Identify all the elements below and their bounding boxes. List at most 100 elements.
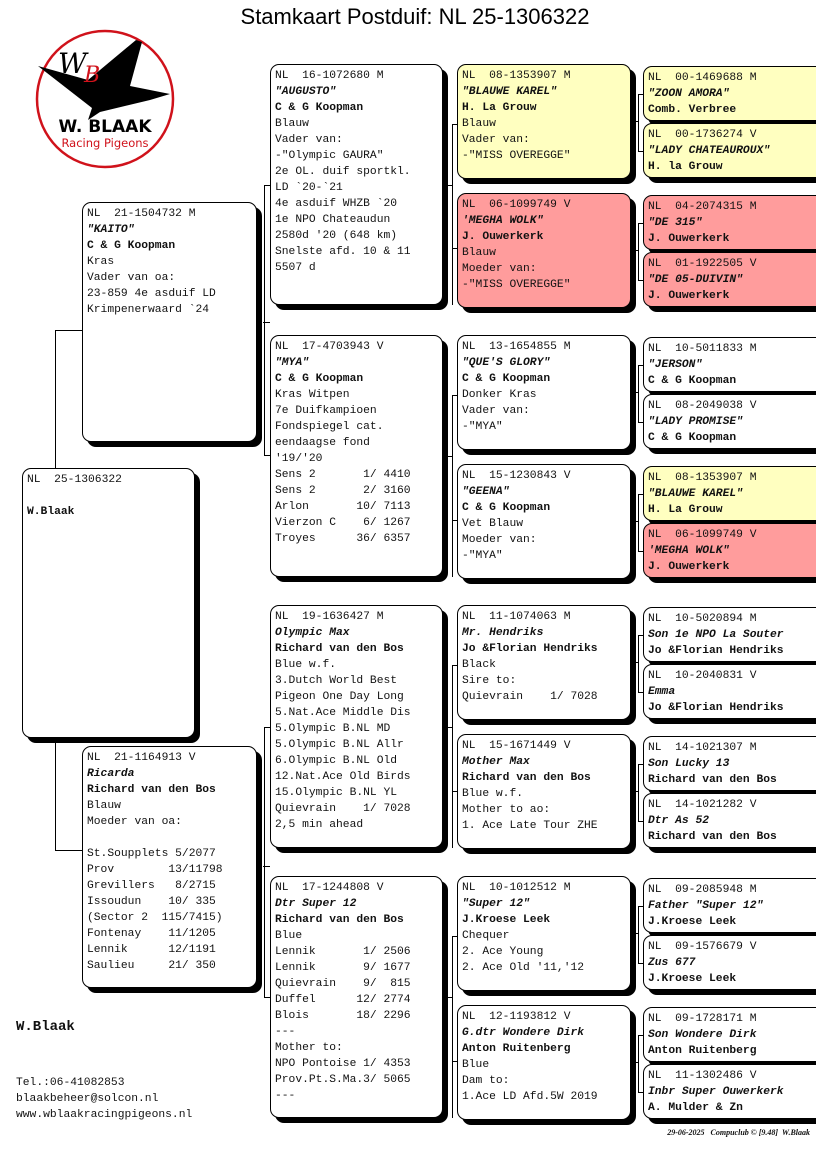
info-line: Blauw [462, 247, 496, 259]
pigeon-name: "GEENA" [462, 486, 510, 498]
info-line: 6.Olympic B.NL Old [275, 755, 398, 767]
pigeon-card[interactable]: NL 10-2040831 V Emma Jo &Florian Hendriks [643, 664, 816, 719]
info-line: NPO Pontoise 1/ 4353 [275, 1058, 411, 1070]
info-line: Vader van: [462, 134, 530, 146]
pigeon-card[interactable]: NL 09-1576679 V Zus 677 J.Kroese Leek [643, 935, 816, 990]
info-line: --- [275, 1026, 296, 1038]
connector-line [452, 936, 453, 1118]
ring-number: NL 08-1353907 M [462, 70, 571, 82]
pigeon-card[interactable]: NL 01-1922505 V "DE 05-DUIVIN" J. Ouwerker… [643, 252, 816, 307]
info-line: Vader van: [275, 134, 343, 146]
connector-line [638, 422, 643, 423]
pigeon-card[interactable]: NL 08-1353907 M "BLAUWE KAREL" H. La Grouw [643, 466, 816, 521]
pigeon-card[interactable]: NL 12-1193812 V G.dtr Wondere Dirk Anton R… [457, 1005, 631, 1120]
ring-number: NL 11-1302486 V [648, 1070, 757, 1082]
pigeon-card[interactable]: NL 15-1230843 V "GEENA" C & G Koopman Vet B… [457, 464, 631, 579]
info-line: Troyes 36/ 6357 [275, 533, 411, 545]
pigeon-card[interactable]: NL 10-1012512 M "Super 12" J.Kroese Leek Ch… [457, 876, 631, 991]
info-line: Moeder van: [462, 534, 537, 546]
pigeon-card[interactable]: NL 11-1074063 M Mr. Hendriks Jo &Florian H… [457, 605, 631, 720]
connector-line [636, 121, 639, 122]
pigeon-name: "QUE'S GLORY" [462, 357, 551, 369]
pigeon-card[interactable]: NL 11-1302486 V Inbr Super Ouwerkerk A. Mu… [643, 1064, 816, 1119]
pigeon-card[interactable]: NL 04-2074315 M "DE 315" J. Ouwerkerk [643, 195, 816, 250]
pigeon-card[interactable]: NL 14-1021307 M Son Lucky 13 Richard van d… [643, 736, 816, 791]
pigeon-card[interactable]: NL 09-1728171 M Son Wondere Dirk Anton Rui… [643, 1007, 816, 1062]
connector-line [452, 248, 457, 249]
info-line: eendaagse fond [275, 437, 370, 449]
pigeon-name: "ZOON AMORA" [648, 88, 730, 100]
info-line: Quievrain 1/ 7028 [275, 803, 411, 815]
subject-card[interactable]: NL 25-1306322 W.Blaak [22, 468, 195, 738]
breeder: Jo &Florian Hendriks [648, 702, 784, 714]
pigeon-name: Son Lucky 13 [648, 758, 730, 770]
website-link[interactable]: www.wblaakracingpigeons.nl [16, 1109, 193, 1121]
connector-line [448, 727, 453, 728]
pigeon-card[interactable]: NL 15-1671449 V Mother Max Richard van den… [457, 734, 631, 849]
pigeon-card[interactable]: NL 19-1636427 M Olympic Max Richard van de… [270, 605, 443, 848]
breeder: H. la Grouw [648, 161, 723, 173]
pigeon-card[interactable]: NL 14-1021282 V Dtr As 52 Richard van den … [643, 793, 816, 848]
pigeon-card[interactable]: NL 10-5020894 M Son 1e NPO La Souter Jo &F… [643, 607, 816, 662]
connector-line [263, 866, 270, 867]
breeder: Anton Ruitenberg [648, 1045, 757, 1057]
info-line: Quievrain 1/ 7028 [462, 691, 598, 703]
info-line: Arlon 10/ 7113 [275, 501, 411, 513]
info-line: Lennik 12/1191 [87, 944, 216, 956]
ring-number: NL 00-1469688 M [648, 72, 757, 84]
pigeon-card[interactable]: NL 21-1164913 V Ricarda Richard van den Bo… [82, 746, 257, 988]
pigeon-card[interactable]: NL 21-1504732 M "KAITO" C & G Koopman Kras V… [82, 202, 257, 442]
connector-line [452, 124, 453, 305]
connector-line [448, 997, 453, 998]
pigeon-card[interactable]: NL 00-1736274 V "LADY CHATEAUROUX" H. la G… [643, 123, 816, 178]
connector-line [638, 963, 643, 964]
breeder: C & G Koopman [648, 432, 737, 444]
email-link[interactable]: blaakbeheer@solcon.nl [16, 1093, 159, 1105]
owner-name: W.Blaak [16, 1019, 75, 1035]
connector-line [264, 455, 270, 456]
pigeon-card[interactable]: NL 08-2049038 V "LADY PROMISE" C & G Koopm… [643, 394, 816, 449]
connector-line [636, 933, 639, 934]
info-line: 2,5 min ahead [275, 819, 364, 831]
footer-credit: 29-06-2025 Compuclub © [9.48] W.Blaak [667, 1128, 810, 1137]
connector-line [452, 395, 457, 396]
pigeon-card[interactable]: NL 13-1654855 M "QUE'S GLORY" C & G Koopma… [457, 335, 631, 450]
connector-line [55, 850, 82, 851]
pigeon-name: G.dtr Wondere Dirk [462, 1027, 585, 1039]
pigeon-card[interactable]: NL 17-4703943 V "MYA" C & G Koopman Kras Wi… [270, 335, 443, 577]
info-line: 2580d '20 (648 km) [275, 230, 398, 242]
pigeon-card[interactable]: NL 08-1353907 M "BLAUWE KAREL" H. La Grouw… [457, 64, 631, 179]
pigeon-card[interactable]: NL 06-1099749 V 'MEGHA WOLK" J. Ouwerkerk B… [457, 193, 631, 308]
ring-number: NL 10-2040831 V [648, 670, 757, 682]
info-line: 1. Ace Late Tour ZHE [462, 820, 598, 832]
pigeon-card[interactable]: NL 06-1099749 V 'MEGHA WOLK" J. Ouwerkerk [643, 523, 816, 578]
connector-line [636, 791, 639, 792]
pigeon-card[interactable]: NL 09-2085948 M Father "Super 12" J.Kroese… [643, 878, 816, 933]
pigeon-card[interactable]: NL 16-1072680 M "AUGUSTO" C & G Koopman Bla… [270, 64, 443, 305]
pigeon-name: "BLAUWE KAREL" [648, 488, 743, 500]
connector-line [264, 727, 270, 728]
pigeon-card[interactable]: NL 10-5011833 M "JERSON" C & G Koopman [643, 337, 816, 392]
breeder: A. Mulder & Zn [648, 1102, 743, 1114]
pigeon-card[interactable]: NL 00-1469688 M "ZOON AMORA" Comb. Verbree [643, 66, 816, 121]
ring-number: NL 21-1164913 V [87, 752, 196, 764]
info-line: Blue [275, 930, 303, 942]
breeder: C & G Koopman [462, 502, 551, 514]
pigeon-card[interactable]: NL 17-1244808 V Dtr Super 12 Richard van d… [270, 876, 443, 1118]
info-line [87, 830, 252, 846]
info-line: Blois 18/ 2296 [275, 1010, 411, 1022]
breeder: Anton Ruitenberg [462, 1043, 571, 1055]
info-line: 4e asduif WHZB `20 [275, 198, 398, 210]
connector-line [638, 494, 643, 495]
info-line: Blauw [275, 118, 309, 130]
page-title: Stamkaart Postduif: NL 25-1306322 [240, 4, 590, 29]
ring-number: NL 09-2085948 M [648, 884, 757, 896]
info-line: Kras Witpen [275, 389, 350, 401]
info-line: -"MYA" [462, 550, 503, 562]
info-line: 2e OL. duif sportkl. [275, 166, 411, 178]
ring-number: NL 21-1504732 M [87, 208, 196, 220]
connector-line [638, 906, 639, 964]
breeder: H. La Grouw [648, 504, 723, 516]
info-line: LD `20-`21 [275, 182, 343, 194]
ring-number: NL 14-1021282 V [648, 799, 757, 811]
